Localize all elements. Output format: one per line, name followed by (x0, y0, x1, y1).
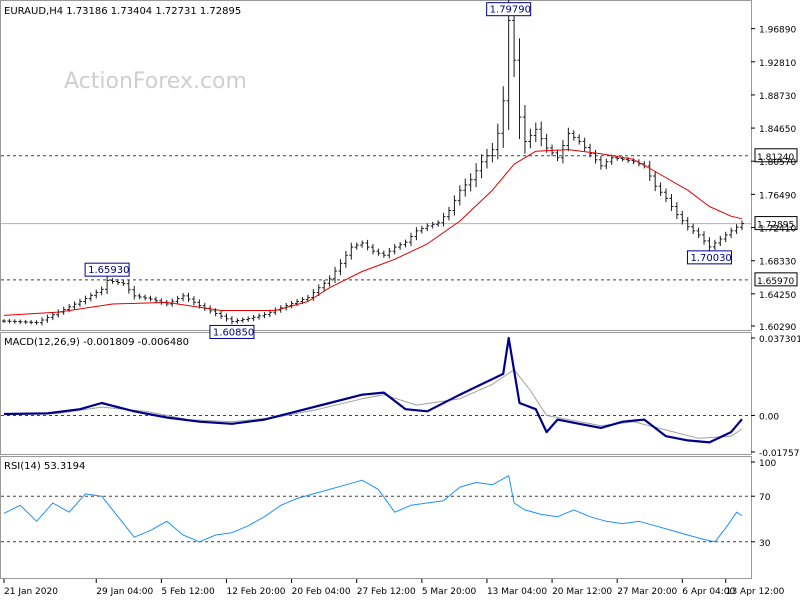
x-tick-label: 5 Mar 20:00 (422, 587, 477, 597)
macd-tick-label: -0.017577 (759, 449, 800, 459)
price-level-label: 1.72895 (757, 221, 794, 231)
x-tick-label: 5 Feb 12:00 (161, 587, 215, 597)
price-tick-label: 1.64250 (759, 291, 796, 301)
rsi-tick-label: 100 (759, 459, 776, 469)
macd-signal-line (3, 369, 743, 439)
price-tick-label: 1.84650 (759, 125, 796, 135)
x-tick-label: 27 Mar 20:00 (617, 587, 677, 597)
price-tick-label: 1.88730 (759, 92, 796, 102)
price-tick-label: 1.80570 (759, 158, 796, 168)
x-tick-label: 13 Mar 04:00 (487, 587, 547, 597)
rsi-tick-label: 30 (759, 539, 771, 549)
price-tick-label: 1.60290 (759, 323, 796, 333)
price-annotation-box (84, 262, 130, 277)
price-annotation-label: 1.79790 (490, 5, 531, 16)
macd-tick-label: 0.00 (759, 412, 779, 422)
rsi-panel (0, 456, 752, 579)
price-tick-label: 1.96890 (759, 26, 796, 36)
price-annotation-box (486, 2, 532, 17)
price-level-box (754, 148, 798, 163)
macd-line (3, 336, 743, 444)
x-tick-label: 29 Jan 04:00 (96, 587, 153, 597)
price-level-label: 1.81240 (757, 153, 794, 163)
x-tick-label: 6 Apr 04:00 (682, 587, 735, 597)
price-annotation-box (209, 324, 255, 339)
watermark: ActionForex.com (64, 69, 247, 94)
x-tick-label: 12 Feb 20:00 (226, 587, 285, 597)
macd-tick-label: 0.037301 (759, 335, 800, 345)
price-level-label: 1.65970 (757, 277, 794, 287)
price-tick-label: 1.92810 (759, 59, 796, 69)
price-annotation-label: 1.65930 (88, 265, 129, 276)
x-tick-label: 13 Apr 12:00 (726, 587, 785, 597)
macd-header: MACD(12,26,9) -0.001809 -0.006480 (4, 337, 189, 348)
price-tick-label: 1.72410 (759, 225, 796, 235)
price-annotation-label: 1.60850 (213, 327, 254, 338)
chart-header: EURAUD,H4 1.73186 1.73404 1.72731 1.7289… (4, 6, 241, 17)
rsi-header: RSI(14) 53.3194 (4, 461, 85, 472)
rsi-line (3, 475, 743, 543)
price-annotation-box (686, 250, 732, 265)
price-level-box (754, 216, 798, 231)
x-tick-label: 20 Feb 04:00 (292, 587, 351, 597)
price-tick-label: 1.68330 (759, 258, 796, 268)
price-annotation-label: 1.70030 (690, 253, 731, 264)
moving-average-line (3, 149, 743, 316)
price-tick-label: 1.76490 (759, 191, 796, 201)
x-tick-label: 27 Feb 12:00 (357, 587, 416, 597)
x-tick-label: 21 Jan 2020 (4, 587, 58, 597)
x-tick-label: 20 Mar 12:00 (552, 587, 612, 597)
price-level-box (754, 272, 798, 287)
rsi-tick-label: 70 (759, 493, 771, 503)
